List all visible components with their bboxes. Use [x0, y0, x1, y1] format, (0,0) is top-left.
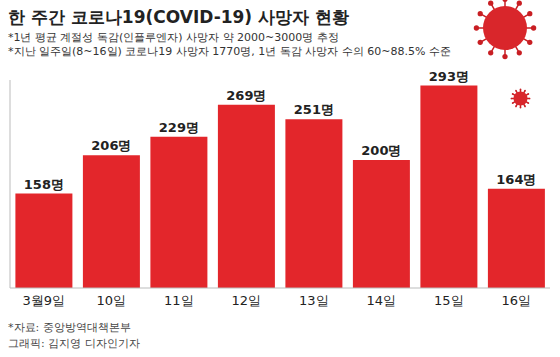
svg-text:16일: 16일: [501, 293, 531, 308]
html-text:*1년 평균 계절성 독감(인플루엔자) 사망자 약 200: *1년 평균 계절성 독감(인플루엔자) 사망자 약 2000~3000명 추정: [8, 31, 339, 44]
svg-text:269명: 269명: [226, 88, 266, 103]
svg-text:200명: 200명: [361, 143, 401, 158]
svg-text:206명: 206명: [91, 138, 131, 153]
svg-text:3월9일: 3월9일: [22, 293, 65, 308]
svg-text:15일: 15일: [434, 293, 464, 308]
svg-text:12일: 12일: [231, 293, 261, 308]
svg-text:158명: 158명: [24, 177, 64, 192]
html-text:한 주간 코로나19(COVID-19) 사망자 현황: 한 주간 코로나19(COVID-19) 사망자 현황: [8, 7, 349, 27]
svg-text:13일: 13일: [299, 293, 329, 308]
svg-text:229명: 229명: [159, 120, 199, 135]
html-text:*자료: 중앙방역대책본부: *자료: 중앙방역대책본부: [8, 321, 131, 334]
svg-text:11일: 11일: [164, 293, 194, 308]
html-text:*지난 일주일(8~16일) 코로나19 사망자 1770명: *지난 일주일(8~16일) 코로나19 사망자 1770명, 1년 독감 사망…: [8, 45, 451, 58]
svg-text:293명: 293명: [429, 69, 469, 84]
svg-text:10일: 10일: [96, 293, 126, 308]
svg-text:251명: 251명: [294, 102, 334, 117]
html-text:그래픽: 김지영 디자인기자: 그래픽: 김지영 디자인기자: [8, 337, 140, 350]
svg-text:14일: 14일: [366, 293, 396, 308]
svg-text:164명: 164명: [496, 172, 536, 187]
